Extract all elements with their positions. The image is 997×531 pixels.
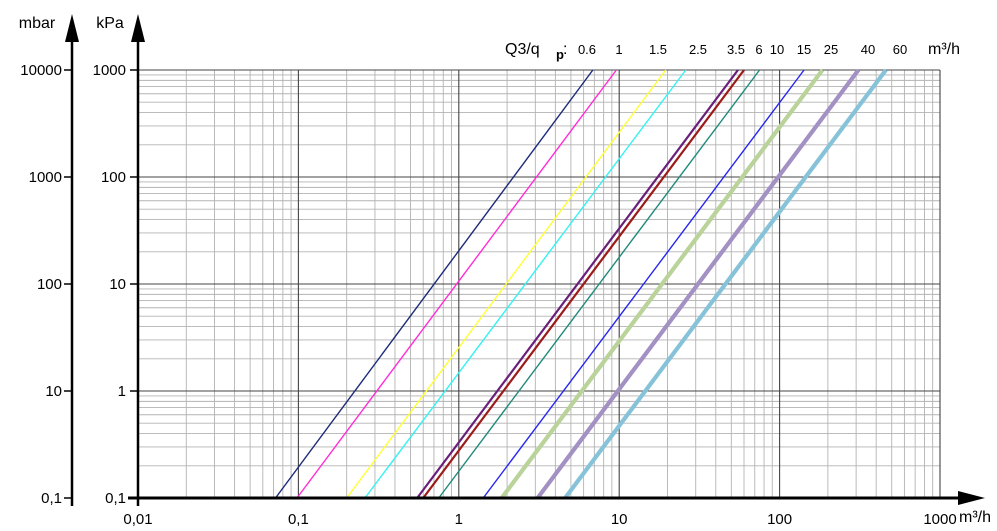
- legend-label-1-5: 1.5: [649, 42, 667, 57]
- kpa-tick-label: 10: [109, 276, 126, 293]
- x-tick-label: 0,1: [288, 511, 309, 528]
- x-axis-arrow: [958, 491, 985, 505]
- legend-label-40: 40: [861, 42, 875, 57]
- x-tick-label: 1: [455, 511, 463, 528]
- legend-label-1: 1: [615, 42, 622, 57]
- legend-label-2-5: 2.5: [689, 42, 707, 57]
- legend-unit: m³/h: [928, 41, 960, 58]
- series-line-2-5: [364, 69, 687, 499]
- series-line-40: [535, 68, 861, 500]
- series-line-60: [563, 68, 888, 500]
- kpa-tick-label: 0,1: [105, 490, 126, 507]
- legend-label-3-5: 3.5: [727, 42, 745, 57]
- x-tick-label: 1000: [923, 511, 956, 528]
- legend-prefix: Q3/q: [505, 41, 540, 58]
- series-line-10: [438, 69, 761, 499]
- series-line-3-5: [416, 69, 739, 499]
- mbar-tick-label: 0,1: [41, 490, 62, 507]
- kpa-axis-arrow: [131, 14, 145, 42]
- x-tick-label: 10: [611, 511, 628, 528]
- kpa-tick-label: 100: [101, 169, 126, 186]
- legend-label-25: 25: [824, 42, 838, 57]
- series-line-1-5: [346, 69, 667, 499]
- mbar-tick-label: 100: [37, 276, 62, 293]
- series-line-0-6: [274, 69, 594, 499]
- mbar-tick-label: 10: [45, 383, 62, 400]
- legend-subscript: p: [556, 47, 564, 62]
- series-line-1: [296, 69, 617, 499]
- series-line-6: [422, 69, 745, 499]
- legend-label-60: 60: [893, 42, 907, 57]
- mbar-tick-label: 1000: [29, 169, 62, 186]
- kpa-axis-label: kPa: [96, 15, 124, 32]
- mbar-tick-label: 10000: [20, 62, 62, 79]
- mbar-axis-arrow: [65, 14, 79, 42]
- legend-colon: :: [563, 41, 567, 58]
- series-line-15: [482, 69, 805, 499]
- mbar-axis-label: mbar: [19, 15, 56, 32]
- kpa-tick-label: 1000: [93, 62, 126, 79]
- legend-label-0-6: 0.6: [578, 42, 596, 57]
- x-tick-label: 0,01: [123, 511, 152, 528]
- x-axis-unit-label: m³/h: [959, 509, 991, 526]
- legend-label-10: 10: [770, 42, 784, 57]
- x-tick-label: 100: [767, 511, 792, 528]
- legend-label-6: 6: [755, 42, 762, 57]
- series-line-25: [499, 68, 825, 500]
- kpa-tick-label: 1: [118, 383, 126, 400]
- legend-label-15: 15: [797, 42, 811, 57]
